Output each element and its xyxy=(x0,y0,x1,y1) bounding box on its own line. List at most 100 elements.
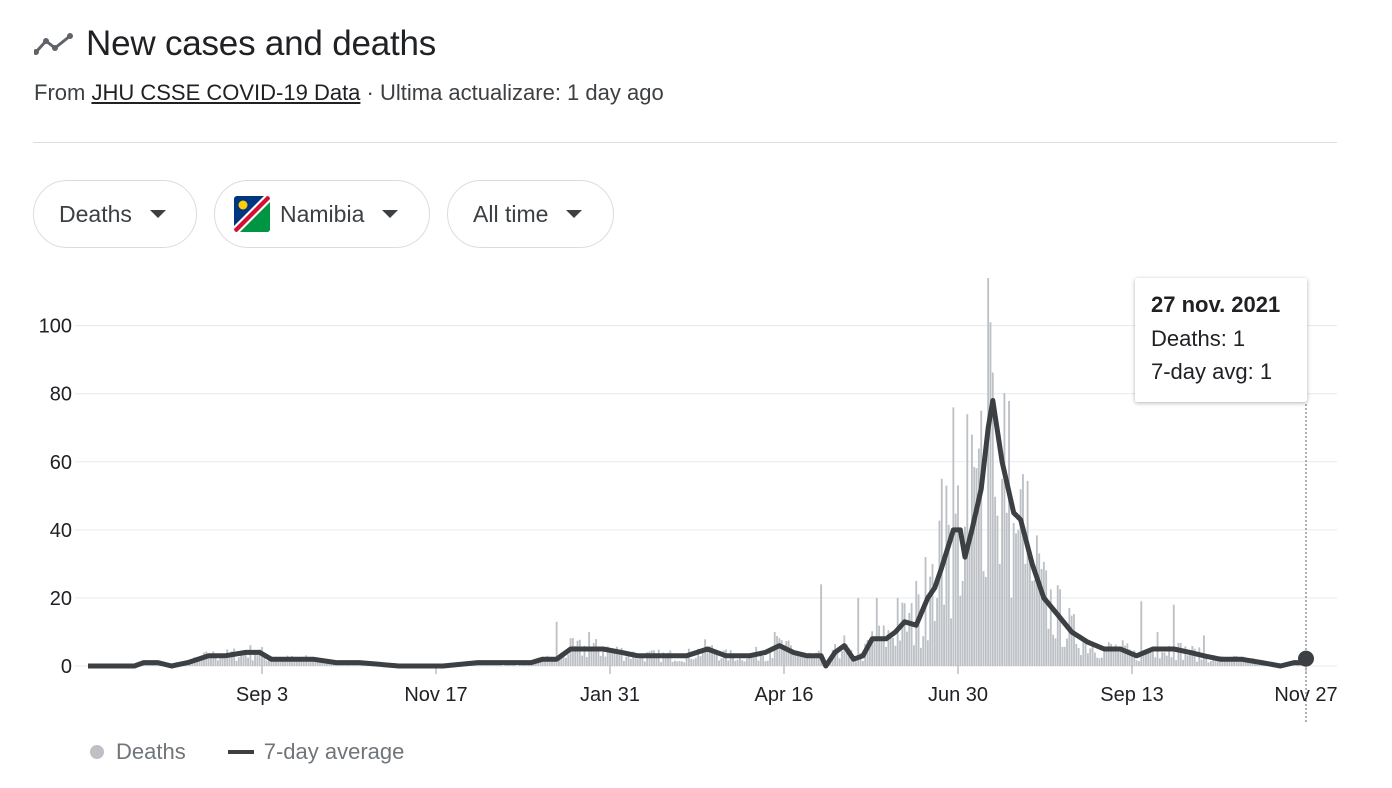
deaths-bar xyxy=(1045,570,1048,666)
deaths-bar xyxy=(796,655,799,666)
deaths-bar xyxy=(643,661,646,666)
deaths-bar xyxy=(745,658,748,666)
deaths-bar xyxy=(1091,644,1094,666)
deaths-bar xyxy=(1189,654,1191,666)
chart-tooltip: 27 nov. 2021 Deaths: 1 7-day avg: 1 xyxy=(1135,278,1307,402)
deaths-bar xyxy=(975,468,978,666)
deaths-bar xyxy=(249,645,252,666)
deaths-bar xyxy=(871,631,874,666)
deaths-bar xyxy=(265,660,268,666)
deaths-bar xyxy=(590,647,593,666)
deaths-bar xyxy=(627,653,630,666)
deaths-bar xyxy=(606,646,609,666)
deaths-bar xyxy=(532,663,535,666)
source-link[interactable]: JHU CSSE COVID-19 Data xyxy=(91,80,361,105)
deaths-bar xyxy=(817,650,820,666)
deaths-bar xyxy=(622,660,625,666)
deaths-bar xyxy=(1017,529,1020,666)
deaths-bar xyxy=(803,655,806,666)
deaths-bar xyxy=(1001,478,1004,666)
deaths-bar xyxy=(1077,647,1080,666)
deaths-bar xyxy=(1240,659,1242,666)
deaths-bar xyxy=(1026,480,1029,666)
time-range-dropdown[interactable]: All time xyxy=(447,180,614,248)
seven-day-average-line xyxy=(88,398,1306,669)
deaths-bar xyxy=(268,658,270,666)
deaths-bar xyxy=(1161,652,1164,666)
chart-legend: Deaths 7-day average xyxy=(90,739,404,765)
deaths-bar xyxy=(599,655,602,666)
deaths-bar xyxy=(1193,648,1196,666)
deaths-bar xyxy=(1103,646,1106,666)
deaths-bar xyxy=(1184,646,1187,666)
deaths-bar xyxy=(868,638,871,666)
deaths-bar xyxy=(1214,655,1217,666)
x-tick-label: Nov 27 xyxy=(1274,684,1337,706)
deaths-legend-swatch xyxy=(90,745,104,759)
deaths-bar xyxy=(757,660,760,666)
deaths-bar xyxy=(776,636,778,666)
deaths-bar xyxy=(544,660,546,666)
deaths-bar xyxy=(910,603,913,666)
deaths-bar xyxy=(339,664,342,666)
deaths-bar xyxy=(734,660,737,666)
x-tick-label: Sep 13 xyxy=(1100,684,1163,706)
deaths-bar xyxy=(258,649,261,666)
deaths-bar xyxy=(1015,533,1017,666)
deaths-bar xyxy=(780,640,783,666)
time-range-label: All time xyxy=(473,200,549,227)
deaths-bar xyxy=(815,652,818,666)
chevron-down-icon xyxy=(566,210,583,218)
deaths-bar xyxy=(639,653,642,666)
deaths-bar xyxy=(281,658,284,666)
deaths-bar xyxy=(701,651,704,666)
deaths-bar xyxy=(210,657,212,666)
deaths-bar xyxy=(632,651,635,666)
deaths-bar xyxy=(759,654,762,666)
deaths-bar xyxy=(843,635,846,666)
deaths-bar xyxy=(704,639,707,666)
deaths-bar xyxy=(1012,523,1015,666)
deaths-bar xyxy=(242,652,245,666)
deaths-bar xyxy=(785,641,788,666)
deaths-bar xyxy=(676,661,679,666)
deaths-bar xyxy=(727,660,730,666)
x-tick-label: Apr 16 xyxy=(755,684,814,706)
deaths-bar xyxy=(620,647,623,666)
deaths-bar xyxy=(820,584,823,666)
deaths-bar xyxy=(678,660,681,666)
deaths-bar xyxy=(270,661,273,666)
deaths-bar xyxy=(1086,653,1089,666)
country-dropdown[interactable]: Namibia xyxy=(214,180,430,248)
deaths-bar xyxy=(973,466,976,666)
deaths-bar xyxy=(1117,651,1120,666)
data-source: From JHU CSSE COVID-19 Data · Ultima act… xyxy=(34,80,664,106)
deaths-bar xyxy=(854,661,857,666)
deaths-bar xyxy=(764,661,767,666)
deaths-bar xyxy=(1138,661,1140,666)
deaths-bar xyxy=(699,656,702,666)
deaths-bar xyxy=(578,639,581,666)
deaths-bar xyxy=(1151,649,1154,666)
deaths-bar xyxy=(1140,601,1143,666)
deaths-bar xyxy=(1179,642,1182,666)
deaths-bar xyxy=(794,651,797,666)
deaths-bar xyxy=(906,631,908,666)
deaths-bar xyxy=(332,664,335,666)
deaths-bar xyxy=(866,639,869,666)
deaths-bar xyxy=(899,640,901,666)
metric-dropdown[interactable]: Deaths xyxy=(33,180,197,248)
legend-deaths-label: Deaths xyxy=(116,739,186,764)
deaths-bar xyxy=(641,656,644,666)
deaths-bar xyxy=(878,625,881,666)
deaths-bar xyxy=(219,658,222,666)
deaths-bar xyxy=(715,653,718,666)
deaths-bar xyxy=(845,644,848,666)
deaths-bar xyxy=(810,653,813,666)
deaths-bar xyxy=(1228,660,1231,666)
deaths-bar xyxy=(1066,638,1068,666)
deaths-bar xyxy=(894,645,897,666)
deaths-bar xyxy=(982,571,985,666)
deaths-bar xyxy=(752,655,755,666)
